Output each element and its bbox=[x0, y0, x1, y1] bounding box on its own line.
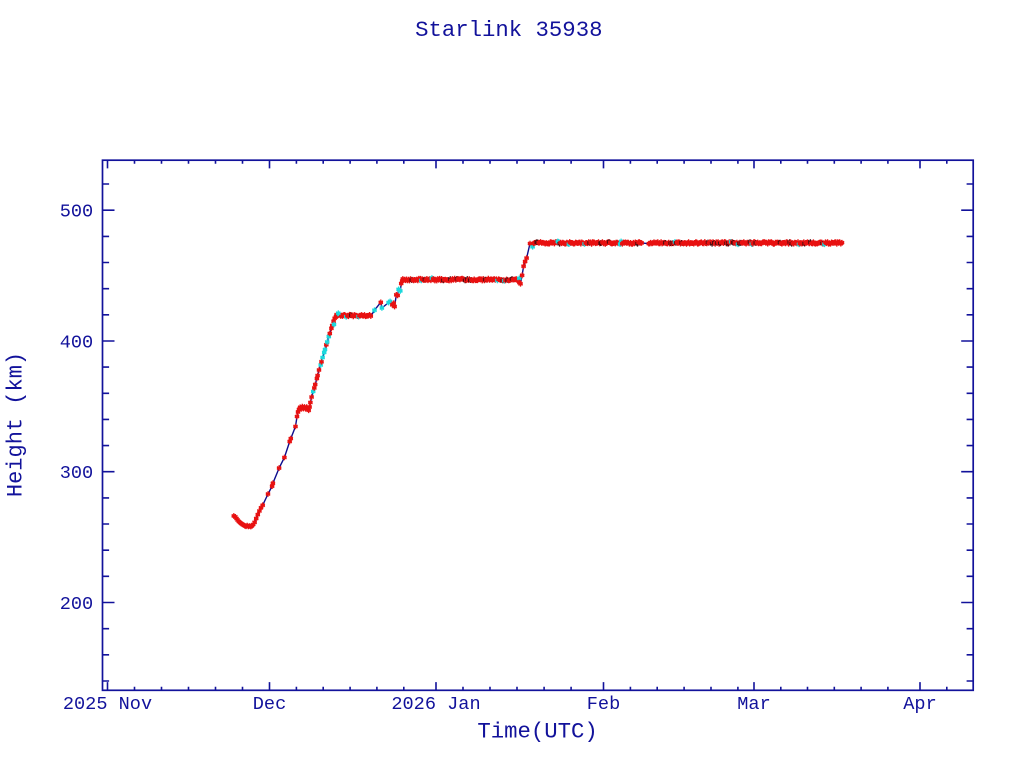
svg-text:2026 Jan: 2026 Jan bbox=[391, 694, 480, 715]
svg-text:Height (km): Height (km) bbox=[4, 352, 29, 497]
svg-text:400: 400 bbox=[60, 332, 93, 353]
svg-text:Starlink 35938: Starlink 35938 bbox=[415, 17, 602, 43]
svg-text:200: 200 bbox=[60, 594, 93, 615]
svg-text:Feb: Feb bbox=[587, 694, 620, 715]
svg-text:Time(UTC): Time(UTC) bbox=[477, 719, 597, 745]
svg-text:Apr: Apr bbox=[903, 694, 936, 715]
svg-text:2025 Nov: 2025 Nov bbox=[63, 694, 152, 715]
svg-text:Mar: Mar bbox=[737, 694, 770, 715]
svg-text:500: 500 bbox=[60, 202, 93, 223]
svg-text:300: 300 bbox=[60, 463, 93, 484]
svg-text:Dec: Dec bbox=[253, 694, 286, 715]
